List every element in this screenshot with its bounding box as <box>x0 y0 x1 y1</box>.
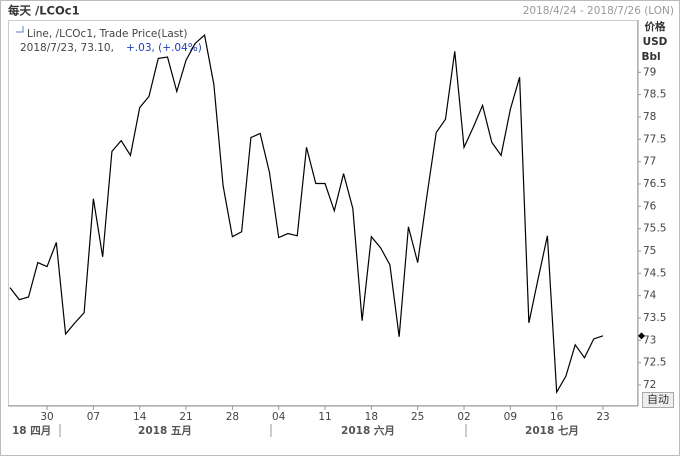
x-tick-label: 25 <box>411 411 424 423</box>
y-tick-label: 72.5 <box>643 357 666 369</box>
y-axis-label: USD <box>643 36 668 48</box>
y-tick-label: 77.5 <box>643 133 666 145</box>
legend-entry: Line, /LCOc1, Trade Price(Last) <box>27 28 187 40</box>
x-tick-label: 21 <box>179 411 192 423</box>
y-tick-label: 76 <box>643 200 657 212</box>
month-label: 2018 七月 <box>525 424 579 437</box>
y-tick-label: 73 <box>643 334 656 346</box>
crosshair-change: +.03, (+.04%) <box>126 42 202 54</box>
x-tick-label: 30 <box>40 411 53 423</box>
x-tick-label: 28 <box>226 411 239 423</box>
y-tick-label: 75 <box>643 245 656 257</box>
chart-title: 每天 /LCOc1 <box>8 4 80 18</box>
x-tick-label: 16 <box>550 411 564 423</box>
y-tick-label: 74.5 <box>643 267 666 279</box>
plot-area <box>8 20 638 406</box>
month-label: 2018 五月 <box>138 425 192 437</box>
y-tick-label: 76.5 <box>643 178 666 190</box>
price-line <box>9 34 604 395</box>
month-label: 2018 六月 <box>341 424 395 437</box>
y-tick-label: 79 <box>643 66 656 78</box>
y-tick-label: 77 <box>643 156 656 168</box>
x-tick-label: 09 <box>504 411 517 423</box>
x-tick-label: 11 <box>318 411 331 423</box>
y-tick-label: 78 <box>643 111 656 123</box>
legend-icon <box>16 26 24 33</box>
month-label: 18 四月 <box>12 425 51 437</box>
y-tick-label: 72 <box>643 379 656 391</box>
y-tick-label: 78.5 <box>643 89 666 101</box>
y-axis-label: 价格 <box>645 20 666 33</box>
auto-button[interactable] <box>642 392 674 408</box>
x-tick-label: 14 <box>133 411 147 423</box>
x-tick-label: 07 <box>87 411 100 423</box>
y-tick-label: 75.5 <box>643 223 666 235</box>
y-tick-label: 74 <box>643 290 657 302</box>
x-tick-label: 18 <box>365 411 378 423</box>
y-axis-label: Bbl <box>641 51 660 63</box>
auto-button-label[interactable]: 自动 <box>647 393 669 406</box>
date-range: 2018/4/24 - 2018/7/26 (LON) <box>523 5 674 17</box>
x-tick-label: 02 <box>457 411 470 423</box>
last-value-marker <box>638 332 645 340</box>
x-tick-label: 23 <box>596 411 609 423</box>
crosshair-date-price: 2018/7/23, 73.10, <box>20 42 114 54</box>
x-tick-label: 04 <box>272 411 286 423</box>
y-tick-label: 73.5 <box>643 312 666 324</box>
